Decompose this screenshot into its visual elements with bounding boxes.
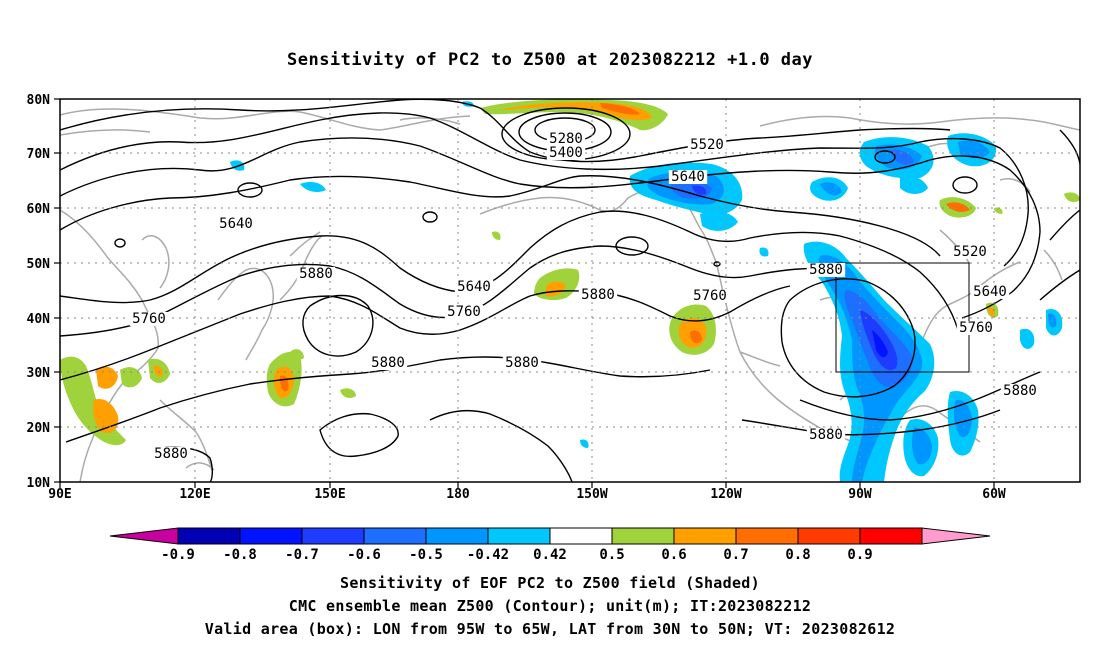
valid-area-box — [835, 262, 970, 373]
colorbar-label: 0.6 — [661, 547, 686, 563]
colorbar-label: 0.8 — [785, 547, 810, 563]
colorbar-segment — [177, 527, 241, 545]
contour-label: 5880 — [581, 287, 615, 303]
contour-label: 5880 — [809, 262, 843, 278]
lon-label: 180 — [446, 487, 470, 502]
lon-label: 90W — [848, 487, 872, 502]
colorbar-label: -0.9 — [161, 547, 195, 563]
contour-label: 5640 — [973, 284, 1007, 300]
colorbar-label: -0.5 — [409, 547, 443, 563]
colorbar-low-arrow — [109, 527, 179, 545]
colorbar-segment — [363, 527, 427, 545]
lat-label: 50N — [27, 257, 51, 272]
contour-label: 5640 — [671, 169, 705, 185]
contour-label-bg — [950, 245, 990, 259]
colorbar-label: 0.9 — [847, 547, 872, 563]
contour-label-bg — [806, 428, 846, 442]
plot-frame — [59, 98, 1081, 483]
contour-label-bg — [578, 288, 618, 302]
contour-label-bg — [454, 280, 494, 294]
contour-label: 5280 — [549, 131, 583, 147]
contour-label-bg — [687, 138, 727, 152]
lat-label: 70N — [27, 147, 51, 162]
colorbar-label: -0.6 — [347, 547, 381, 563]
contour-label-bg — [296, 267, 336, 281]
colorbar-label: 0.5 — [599, 547, 624, 563]
lon-label: 120W — [710, 487, 741, 502]
colorbar-label: -0.7 — [285, 547, 319, 563]
lat-label: 30N — [27, 366, 51, 381]
contour-label: 5520 — [953, 244, 987, 260]
contour-label: 5400 — [549, 145, 583, 161]
contour-label-bg — [546, 132, 586, 146]
contour-label: 5640 — [457, 279, 491, 295]
caption-valid-area: Valid area (box): LON from 95W to 65W, L… — [204, 620, 896, 638]
contour-label: 5880 — [299, 266, 333, 282]
contour-label: 5760 — [959, 320, 993, 336]
lat-label: 10N — [27, 476, 51, 491]
colorbar-segment — [673, 527, 737, 545]
contour-label-bg — [444, 305, 484, 319]
contour-label-bg — [216, 217, 256, 231]
contour-label-bg — [129, 312, 169, 326]
positive-sensitivity-shading — [60, 99, 1080, 446]
colorbar: -0.9 -0.8 -0.7 -0.6 -0.5 -0.42 0.42 0.5 0.6 0.7 0.… — [109, 527, 991, 563]
lon-label: 120E — [179, 487, 210, 502]
contour-label-bg — [546, 146, 586, 160]
colorbar-segment — [611, 527, 675, 545]
colorbar-segment — [425, 527, 489, 545]
caption-contour: CMC ensemble mean Z500 (Contour); unit(m… — [288, 597, 812, 615]
contour-label-bg — [806, 263, 846, 277]
colorbar-segment — [549, 527, 613, 545]
lon-label: 60W — [982, 487, 1006, 502]
contour-label: 5640 — [219, 216, 253, 232]
contour-label: 5880 — [154, 446, 188, 462]
contour-label-bg — [368, 356, 408, 370]
lat-label: 40N — [27, 312, 51, 327]
colorbar-label: -0.8 — [223, 547, 257, 563]
contour-label: 5880 — [371, 355, 405, 371]
lat-label: 60N — [27, 202, 51, 217]
colorbar-segment — [859, 527, 923, 545]
lon-label: 90E — [48, 487, 71, 502]
contour-label: 5760 — [132, 311, 166, 327]
colorbar-label: 0.7 — [723, 547, 748, 563]
contour-label-bg — [668, 170, 708, 184]
contour-label-bg — [690, 289, 730, 303]
colorbar-high-arrow — [921, 527, 991, 545]
contour-label-bg — [151, 447, 191, 461]
contour-label: 5880 — [1003, 383, 1037, 399]
contour-label: 5880 — [505, 355, 539, 371]
colorbar-label: 0.42 — [533, 547, 567, 563]
contour-label-bg — [1000, 384, 1040, 398]
contour-label-bg — [956, 321, 996, 335]
contour-label: 5520 — [690, 137, 724, 153]
lat-label: 20N — [27, 421, 51, 436]
colorbar-segment — [239, 527, 303, 545]
colorbar-segment — [301, 527, 365, 545]
lon-label: 150E — [314, 487, 345, 502]
contour-label: 5760 — [693, 288, 727, 304]
colorbar-segment — [797, 527, 861, 545]
contour-label: 5880 — [809, 427, 843, 443]
caption-shaded: Sensitivity of EOF PC2 to Z500 field (Sh… — [340, 574, 760, 592]
colorbar-label: -0.42 — [467, 547, 509, 563]
chart-title: Sensitivity of PC2 to Z500 at 2023082212… — [286, 50, 813, 70]
contour-label: 5760 — [447, 304, 481, 320]
colorbar-segment — [487, 527, 551, 545]
axis-ticks — [54, 98, 995, 488]
lon-label: 150W — [576, 487, 607, 502]
lat-lon-grid — [60, 99, 1080, 482]
contour-label-bg — [970, 285, 1010, 299]
contour-label-bg — [502, 356, 542, 370]
colorbar-segment — [735, 527, 799, 545]
lat-label: 80N — [27, 93, 51, 108]
